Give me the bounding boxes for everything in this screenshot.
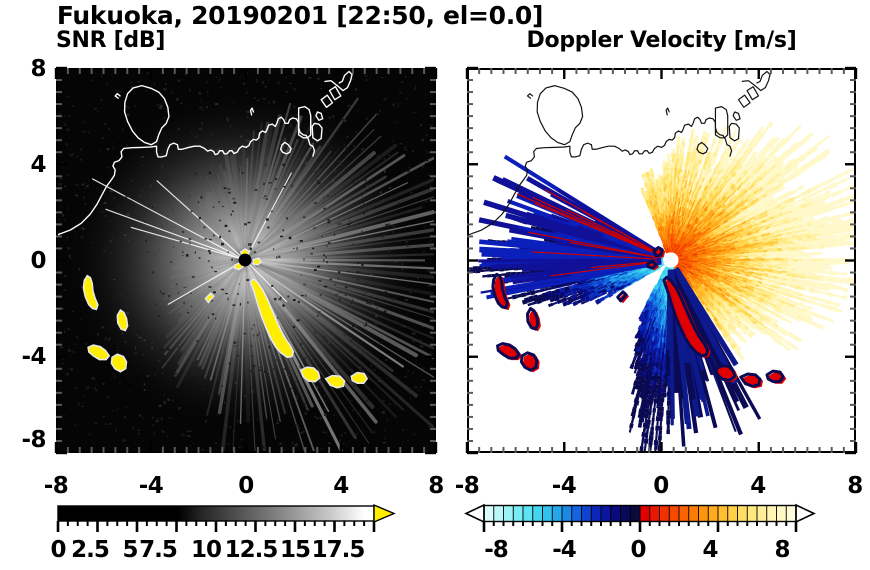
snr-cb-label-5: 5 — [122, 537, 138, 563]
snr-xtick-m8: -8 — [43, 473, 69, 499]
snr-cb-label-17p5: 17.5 — [311, 537, 366, 563]
snr-xtick-m4: -4 — [138, 473, 164, 499]
snr-plot-canvas — [58, 70, 434, 451]
snr-ytick-0: 0 — [30, 248, 46, 274]
doppler-colorbar-gradient — [464, 503, 816, 532]
snr-cb-label-2p5: 2.5 — [71, 537, 110, 563]
snr-ytick-m8: -8 — [21, 427, 46, 453]
snr-xtick-8: 8 — [428, 473, 444, 499]
dop-cb-label-m4: -4 — [552, 537, 577, 563]
snr-cb-label-10: 10 — [190, 537, 222, 563]
left-panel-title: SNR [dB] — [56, 28, 166, 53]
snr-cb-label-12p5: 12.5 — [224, 537, 279, 563]
dop-xtick-m4: -4 — [551, 473, 577, 499]
dop-cb-label-0: 0 — [630, 537, 646, 563]
doppler-plot-area[interactable] — [467, 68, 856, 453]
dop-xtick-0: 0 — [653, 473, 669, 499]
snr-plot-area[interactable] — [56, 68, 436, 453]
snr-ytick-8: 8 — [30, 56, 46, 82]
dop-xtick-8: 8 — [847, 473, 863, 499]
figure-title: Fukuoka, 20190201 [22:50, el=0.0] — [56, 1, 544, 30]
snr-cb-label-7p5: 7.5 — [139, 537, 178, 563]
snr-colorbar-gradient — [56, 503, 396, 532]
dop-cb-label-4: 4 — [702, 537, 718, 563]
doppler-colorbar[interactable] — [462, 503, 818, 533]
snr-cb-label-0: 0 — [50, 537, 66, 563]
dop-cb-label-8: 8 — [774, 537, 790, 563]
dop-xtick-4: 4 — [750, 473, 766, 499]
snr-xtick-4: 4 — [333, 473, 349, 499]
snr-ytick-m4: -4 — [21, 344, 46, 370]
dop-cb-label-m8: -8 — [484, 537, 509, 563]
snr-cb-label-15: 15 — [279, 537, 311, 563]
snr-colorbar[interactable] — [50, 503, 400, 533]
right-panel-title: Doppler Velocity [m/s] — [526, 28, 797, 53]
dop-xtick-m8: -8 — [454, 473, 480, 499]
doppler-plot-canvas — [469, 70, 854, 451]
snr-xtick-0: 0 — [238, 473, 254, 499]
snr-ytick-4: 4 — [30, 152, 46, 178]
